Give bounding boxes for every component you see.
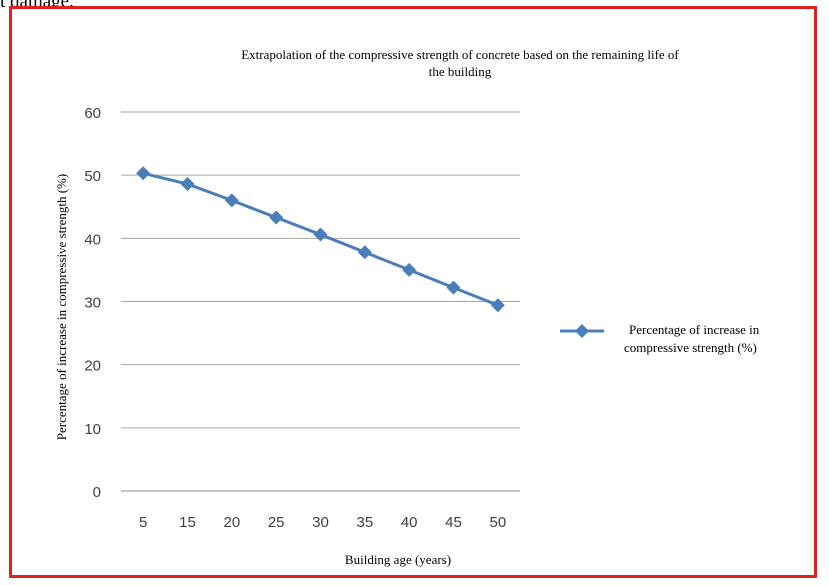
data-point-marker — [180, 177, 195, 192]
x-tick-label: 15 — [179, 514, 196, 531]
chart-title-line2: the building — [429, 64, 492, 79]
x-tick-label: 45 — [445, 514, 462, 531]
y-tick-label: 10 — [84, 421, 101, 438]
y-tick-label: 50 — [84, 168, 101, 185]
data-point-marker — [490, 298, 505, 313]
x-tick-label: 40 — [401, 514, 418, 531]
data-point-marker — [357, 245, 372, 260]
x-axis-label: Building age (years) — [345, 552, 451, 567]
gridlines — [121, 111, 520, 492]
data-point-marker — [446, 280, 461, 295]
chart-frame: Extrapolation of the compressive strengt… — [9, 6, 817, 578]
y-axis: 0 10 20 30 40 50 60 — [84, 105, 101, 501]
legend-label-line1: Percentage of increase in — [629, 322, 760, 337]
y-axis-label: Percentage of increase in compressive st… — [54, 174, 69, 440]
y-tick-label: 30 — [84, 295, 101, 312]
data-point-marker — [313, 227, 328, 242]
series-group — [136, 166, 505, 313]
x-tick-label: 20 — [223, 514, 240, 531]
y-tick-label: 40 — [84, 231, 101, 248]
data-point-marker — [402, 262, 417, 277]
x-tick-label: 5 — [139, 514, 147, 531]
x-tick-label: 35 — [356, 514, 373, 531]
line-chart: Extrapolation of the compressive strengt… — [54, 47, 760, 567]
y-tick-label: 60 — [84, 105, 101, 122]
x-tick-label: 30 — [312, 514, 329, 531]
legend-label-line2: compressive strength (%) — [624, 340, 757, 355]
y-tick-label: 20 — [84, 358, 101, 375]
data-point-marker — [269, 210, 284, 225]
x-axis: 5 15 20 25 30 35 40 45 50 — [139, 514, 506, 531]
legend-marker — [575, 324, 589, 338]
legend: Percentage of increase in compressive st… — [560, 322, 760, 355]
data-point-marker — [136, 166, 151, 181]
data-point-marker — [224, 193, 239, 208]
y-tick-label: 0 — [93, 484, 101, 501]
chart-title-line1: Extrapolation of the compressive strengt… — [241, 47, 679, 62]
x-tick-label: 25 — [268, 514, 285, 531]
x-tick-label: 50 — [489, 514, 506, 531]
